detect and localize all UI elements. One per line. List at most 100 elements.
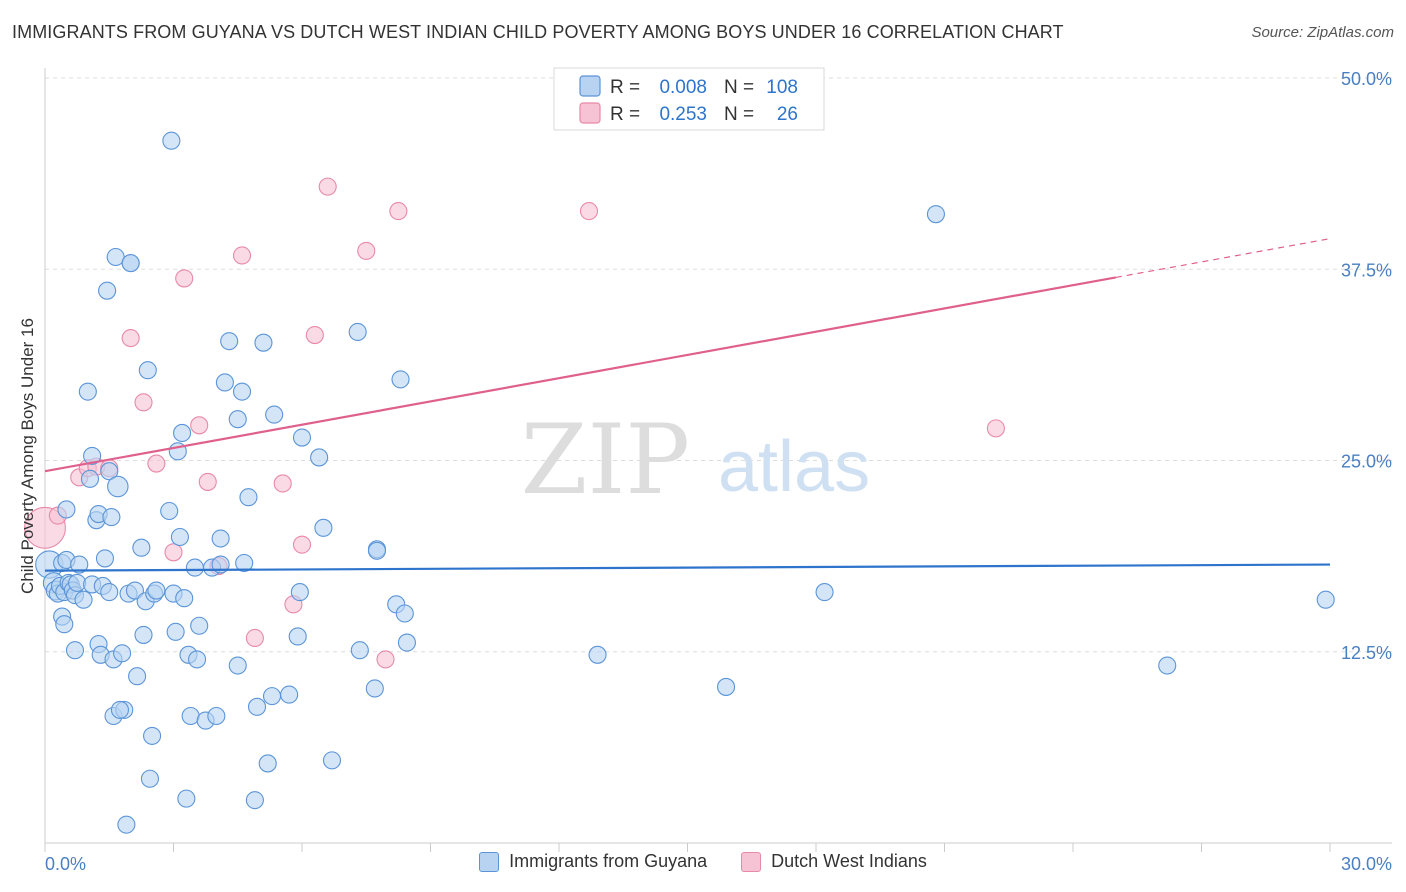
point-guyana (175, 589, 194, 608)
watermark: ZIP atlas (521, 404, 870, 516)
point-guyana (140, 769, 159, 788)
point-guyana (265, 405, 284, 424)
legend-n-label-pink: N = (724, 104, 754, 125)
point-guyana (83, 446, 102, 465)
point-guyana (138, 361, 157, 380)
legend-swatch-guyana (479, 851, 500, 872)
point-guyana (143, 726, 162, 745)
series-legend: Immigrants from Guyana Dutch West Indian… (0, 851, 1406, 872)
point-dutch-west-indians (305, 325, 324, 345)
point-dutch-west-indians (389, 202, 408, 221)
legend-r-label-pink: R = (610, 104, 640, 125)
x-tick-label-min: 0.0% (45, 854, 86, 874)
point-guyana (117, 815, 136, 834)
y-axis-label: Child Poverty Among Boys Under 16 (18, 318, 37, 594)
point-guyana (1316, 590, 1335, 609)
point-guyana (147, 581, 166, 600)
legend-n-label-blue: N = (724, 77, 754, 98)
legend-item-dutch-west-indians[interactable]: Dutch West Indians (741, 851, 927, 872)
point-guyana (258, 754, 277, 773)
point-guyana (98, 281, 117, 300)
point-guyana (397, 633, 416, 652)
point-guyana (110, 700, 130, 719)
point-guyana (70, 555, 89, 574)
point-guyana (128, 667, 147, 686)
legend-label-dutch-west-indians: Dutch West Indians (771, 851, 927, 871)
point-guyana (215, 373, 234, 392)
point-guyana (65, 641, 85, 660)
point-guyana (365, 679, 384, 698)
watermark-zip: ZIP (521, 404, 690, 516)
point-guyana (220, 332, 239, 351)
point-guyana (160, 501, 179, 521)
point-guyana (391, 370, 410, 389)
point-guyana (107, 475, 129, 498)
point-guyana (100, 583, 119, 602)
point-guyana (588, 645, 607, 664)
point-dutch-west-indians (147, 454, 166, 473)
point-guyana (280, 685, 299, 704)
stats-legend: R = 0.008 N = 108 R = 0.253 N = 26 (553, 67, 825, 131)
legend-r-value-blue: 0.008 (659, 77, 707, 98)
point-guyana (121, 254, 140, 273)
point-guyana (395, 604, 414, 623)
point-guyana (350, 641, 369, 660)
point-dutch-west-indians (190, 416, 209, 435)
x-axis-ticks (44, 843, 1331, 852)
legend-swatch-dutch-west-indians (741, 851, 762, 872)
point-guyana (254, 333, 273, 352)
point-dutch-west-indians (198, 472, 217, 491)
point-guyana (113, 644, 132, 663)
point-guyana (134, 625, 153, 644)
point-dutch-west-indians (164, 543, 183, 562)
point-guyana (177, 789, 196, 808)
y-tick-label: 12.5% (1341, 643, 1392, 663)
point-dutch-west-indians (273, 474, 292, 493)
point-guyana (173, 423, 192, 443)
legend-r-value-pink: 0.253 (659, 104, 707, 125)
point-dutch-west-indians (121, 329, 140, 348)
point-guyana (310, 448, 329, 467)
x-tick-label-max: 30.0% (1341, 854, 1392, 874)
point-dutch-west-indians (357, 241, 376, 260)
trend-lines (44, 238, 1331, 572)
point-guyana (228, 410, 247, 429)
legend-item-guyana[interactable]: Immigrants from Guyana (479, 851, 707, 872)
point-guyana (170, 527, 189, 547)
y-tick-label: 37.5% (1341, 260, 1392, 280)
point-guyana (716, 677, 736, 696)
trend-line-dutch-west-indians (44, 276, 1117, 473)
trend-line-dutch-west-indians-extension (1115, 238, 1331, 279)
point-guyana (367, 541, 387, 560)
point-guyana (247, 697, 267, 716)
point-guyana (239, 488, 258, 507)
point-guyana (314, 518, 333, 537)
y-tick-label: 25.0% (1341, 452, 1392, 472)
legend-n-value-pink: 26 (777, 104, 798, 125)
point-guyana (288, 627, 307, 646)
chart-title: IMMIGRANTS FROM GUYANA VS DUTCH WEST IND… (12, 22, 1064, 42)
point-guyana (322, 751, 342, 770)
point-guyana (100, 462, 119, 481)
point-guyana (95, 549, 115, 568)
point-dutch-west-indians (579, 202, 599, 221)
point-guyana (292, 428, 312, 447)
trend-line-guyana (44, 563, 1331, 572)
point-guyana (245, 791, 264, 810)
legend-swatch-pink (579, 102, 601, 124)
point-guyana (78, 382, 97, 401)
point-guyana (162, 131, 181, 150)
y-tick-label: 50.0% (1341, 69, 1392, 89)
point-guyana (926, 205, 945, 224)
point-guyana (262, 687, 282, 706)
point-guyana (102, 508, 121, 527)
point-dutch-west-indians (318, 177, 337, 196)
point-guyana (125, 581, 144, 600)
point-dutch-west-indians (175, 269, 194, 288)
point-guyana (815, 583, 834, 602)
legend-swatch-blue (579, 75, 601, 97)
point-guyana (235, 553, 254, 573)
point-guyana (1158, 656, 1177, 675)
point-dutch-west-indians (292, 535, 312, 554)
point-guyana (132, 538, 151, 557)
